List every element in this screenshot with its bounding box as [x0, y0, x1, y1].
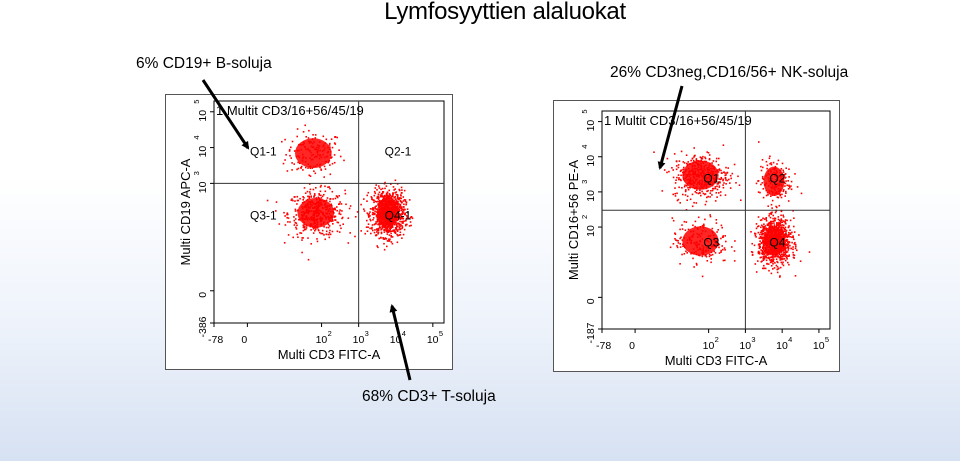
scatter-plot-cd16-56: Q1 Q2 Q3 Q4 1 Multit CD3/16+56/45/19 -78 0 10 2 1…: [553, 100, 840, 372]
quadrant-label-q1-1: Q1-1: [250, 144, 277, 158]
population-q3-1: [297, 197, 335, 228]
quadrant-label-q1: Q1: [703, 171, 719, 185]
quadrant-label-q3: Q3: [703, 235, 719, 249]
x-tick-label: 10: [776, 340, 788, 352]
x-tick-label: 10: [703, 340, 715, 352]
y-tick-exponent: 4: [192, 135, 201, 139]
population-q1-1: [295, 138, 332, 169]
y-tick-label: 10: [197, 181, 209, 193]
population-q2: [763, 166, 785, 196]
population-q4: [763, 226, 785, 256]
y-tick-label: 10: [585, 155, 597, 167]
quadrant-label-q2-1: Q2-1: [385, 144, 412, 158]
slide-title: Lymfosyyttien alaluokat: [384, 0, 626, 25]
x-tick-label: -78: [596, 340, 611, 352]
y-tick-label: -386: [197, 316, 209, 337]
y-tick-label: 10: [197, 146, 209, 158]
y-tick-label: 0: [197, 292, 209, 298]
quadrant-label-q2: Q2: [769, 171, 785, 185]
scatter-plot-cd19: Q1-1 Q2-1 Q3-1 Q4-1 1 Multit CD3/16+56/45/19…: [165, 94, 453, 370]
x-tick-label: 10: [353, 334, 365, 346]
y-tick-exponent: 2: [580, 215, 589, 219]
y-tick-exponent: 3: [192, 171, 201, 175]
callout-nk-cells: 26% CD3neg,CD16/56+ NK-soluja: [610, 64, 849, 81]
y-tick-label: 10: [197, 110, 209, 122]
callout-t-cells: 68% CD3+ T-soluja: [362, 388, 496, 405]
y-tick-label: -187: [585, 322, 597, 343]
population-q1: [682, 160, 719, 190]
x-tick-exponent: 2: [715, 335, 719, 344]
x-tick-label: 10: [739, 340, 751, 352]
x-tick-exponent: 5: [825, 335, 829, 344]
plot-title: 1 Multit CD3/16+56/45/19: [216, 103, 364, 118]
x-tick-exponent: 5: [439, 329, 443, 338]
plot-title: 1 Multit CD3/16+56/45/19: [604, 113, 752, 128]
y-tick-label: 10: [585, 190, 597, 202]
y-tick-exponent: 3: [580, 180, 589, 184]
x-tick-label: 10: [316, 334, 328, 346]
x-tick-label: 10: [427, 334, 439, 346]
x-tick-label: 0: [241, 334, 247, 346]
y-tick-label: 10: [585, 225, 597, 237]
x-tick-exponent: 4: [788, 335, 792, 344]
x-tick-label: 10: [390, 334, 402, 346]
quadrant-label-q4-1: Q4-1: [385, 208, 412, 222]
y-tick-exponent: 4: [580, 145, 589, 149]
scatter-plot-cd19-canvas: Q1-1 Q2-1 Q3-1 Q4-1 1 Multit CD3/16+56/45/19…: [178, 100, 445, 362]
x-tick-label: -78: [208, 334, 223, 346]
x-tick-label: 0: [629, 340, 635, 352]
quadrant-label-q4: Q4: [769, 235, 785, 249]
y-tick-label: 0: [585, 298, 597, 304]
x-axis-label: Multi CD3 FITC-A: [278, 347, 381, 362]
y-tick-label: 10: [585, 120, 597, 132]
population-q4-1: [376, 197, 399, 228]
x-tick-exponent: 3: [365, 329, 369, 338]
callout-b-cells: 6% CD19+ B-soluja: [136, 55, 272, 72]
x-tick-label: 10: [813, 340, 825, 352]
y-axis-label: Multi CD19 APC-A: [178, 158, 193, 265]
y-tick-exponent: 5: [580, 109, 589, 113]
x-tick-exponent: 2: [328, 329, 332, 338]
x-tick-exponent: 3: [751, 335, 755, 344]
quadrant-label-q3-1: Q3-1: [250, 208, 277, 222]
y-axis-label: Multi CD16+56 PE-A: [566, 160, 581, 281]
population-q3: [682, 226, 719, 256]
y-tick-exponent: 5: [192, 100, 201, 104]
x-tick-exponent: 4: [402, 329, 406, 338]
x-axis-label: Multi CD3 FITC-A: [665, 353, 768, 368]
